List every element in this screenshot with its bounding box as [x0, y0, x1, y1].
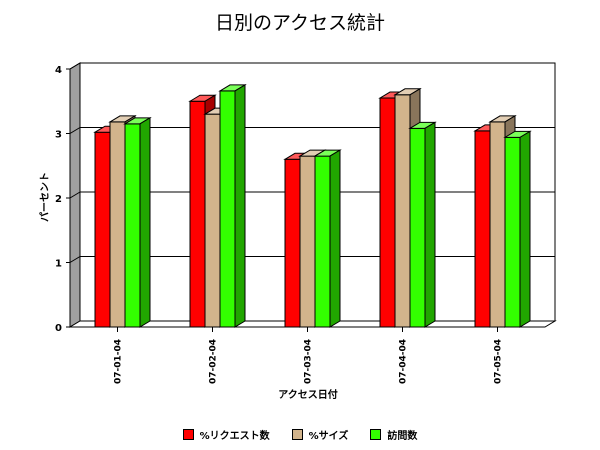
- x-tick-label: 07-01-04: [114, 339, 124, 384]
- x-axis-label: アクセス日付: [278, 388, 338, 401]
- gridline-side: [69, 191, 81, 199]
- legend-swatch: [370, 429, 382, 440]
- legend-swatch: [291, 429, 303, 440]
- x-tick-label: 07-04-04: [399, 339, 409, 384]
- bar-front: [409, 127, 426, 328]
- y-tick-label: 1: [55, 259, 62, 270]
- bar-side: [424, 121, 436, 328]
- legend-label: %サイズ: [308, 431, 349, 442]
- bar-front: [314, 155, 331, 328]
- bar-front: [204, 113, 221, 328]
- legend-label: %リクエスト数: [199, 431, 270, 442]
- bar: [313, 149, 342, 328]
- y-tick-label: 2: [55, 194, 62, 205]
- bar-front: [124, 123, 141, 328]
- bar-front: [219, 90, 236, 328]
- bar-side: [519, 130, 531, 328]
- legend: %リクエスト数 %サイズ 訪問数: [0, 427, 600, 442]
- bar: [503, 130, 532, 328]
- bar-front: [299, 155, 316, 328]
- legend-item: 訪問数: [370, 427, 417, 442]
- bar-front: [504, 136, 521, 328]
- y-axis-label: パーセント: [39, 172, 51, 222]
- bar-front: [109, 121, 126, 328]
- bar-front: [394, 94, 411, 328]
- gridline-side: [69, 62, 81, 70]
- y-tick-label: 0: [55, 323, 62, 334]
- bars: [93, 84, 532, 328]
- x-tick-label: 07-02-04: [209, 339, 219, 384]
- x-tick-label: 07-05-04: [494, 339, 504, 384]
- y-tick-label: 4: [55, 65, 62, 76]
- chart-title: 日別のアクセス統計: [214, 12, 386, 34]
- bar-side: [329, 149, 341, 328]
- y-axis: 0 1 2 3 4: [55, 65, 71, 334]
- legend-item: %サイズ: [291, 427, 349, 442]
- x-axis: 07-01-04 07-02-04 07-03-04 07-04-04 07-05-04: [114, 327, 504, 384]
- bar-front: [379, 97, 396, 328]
- bar-front: [284, 158, 301, 328]
- y-tick-label: 3: [55, 130, 62, 141]
- bar-side: [139, 116, 151, 328]
- bar-front: [94, 131, 111, 328]
- legend-swatch: [182, 429, 194, 440]
- bar: [123, 116, 152, 328]
- bar: [408, 121, 437, 328]
- legend-label: 訪問数: [387, 431, 418, 442]
- bar-front: [489, 121, 506, 328]
- gridline-side: [69, 127, 81, 134]
- bar-front: [474, 130, 491, 328]
- gridline-side: [69, 256, 81, 263]
- bar: [218, 84, 247, 328]
- legend-item: %リクエスト数: [182, 427, 270, 442]
- bar-front: [189, 100, 206, 328]
- bar-side: [234, 84, 246, 328]
- x-tick-label: 07-03-04: [304, 339, 314, 384]
